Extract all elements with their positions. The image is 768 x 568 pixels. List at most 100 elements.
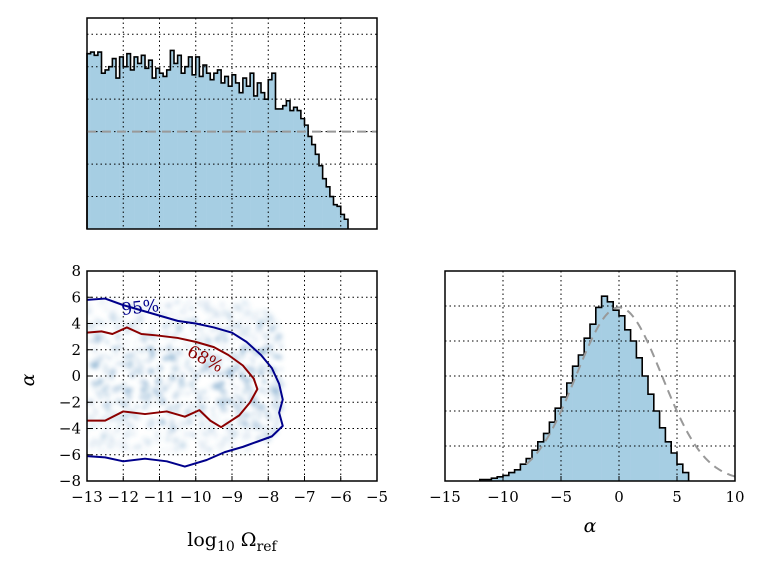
density-point [116, 324, 123, 330]
density-point [156, 391, 164, 399]
density-point [153, 396, 160, 403]
density-point [173, 437, 180, 444]
hist-omega-bar-63 [315, 154, 320, 229]
density-point [110, 377, 114, 381]
density-point [105, 407, 112, 414]
density-point [248, 412, 255, 419]
hist-omega-bar-16 [145, 68, 149, 229]
density-point [234, 403, 239, 408]
density-point [137, 315, 145, 323]
density-point [123, 354, 129, 360]
density-point [124, 421, 129, 427]
density-point [155, 371, 163, 379]
density-point [243, 447, 249, 454]
density-point [206, 447, 211, 453]
hist-alpha-bar-32 [665, 441, 672, 481]
density-point [217, 364, 222, 368]
hist-alpha-bar-24 [619, 315, 626, 481]
hist-alpha-bar-7 [520, 464, 527, 481]
density-point [179, 402, 184, 407]
density-point [216, 441, 225, 449]
hist-omega-bar-65 [322, 178, 327, 229]
density-xtick-label-2: −11 [144, 488, 176, 506]
density-point [158, 419, 165, 426]
density-point [222, 370, 227, 375]
density-point [151, 422, 157, 427]
hist-omega-bar-10 [123, 66, 128, 229]
density-point [229, 367, 235, 372]
density-point [99, 449, 104, 454]
density-point [241, 333, 245, 337]
density-point [97, 379, 104, 386]
density-point [138, 378, 146, 386]
density-point [187, 298, 194, 305]
density-point [149, 356, 154, 360]
hist-alpha-xtick-label-2: −5 [550, 488, 572, 506]
density-point [198, 438, 204, 444]
density-y-ticks: −8 −6 −4 −2 0 2 4 6 8 [59, 262, 92, 490]
density-point [218, 318, 223, 323]
density-point [177, 387, 182, 392]
density-point [104, 339, 110, 345]
density-point [130, 323, 136, 329]
density-point [149, 322, 157, 330]
density-point [213, 444, 218, 449]
density-point [239, 398, 246, 406]
density-point [117, 343, 124, 350]
density-point [190, 379, 194, 384]
density-point [108, 385, 112, 389]
density-ytick-label-2: −4 [59, 420, 81, 438]
density-point [212, 431, 220, 439]
density-point [251, 359, 256, 364]
density-point [196, 325, 204, 332]
hist-omega-panel [86, 17, 378, 230]
density-point [177, 327, 183, 333]
density-point [145, 302, 154, 310]
density-point [250, 316, 255, 322]
density-point [123, 430, 131, 439]
hist-omega-bar-19 [155, 68, 160, 229]
density-point [270, 382, 275, 387]
density-point [251, 417, 257, 424]
density-point [213, 412, 218, 417]
density-point [90, 422, 97, 430]
density-point [240, 345, 247, 351]
hist-omega-bar-43 [242, 78, 247, 229]
hist-omega-bar-29 [192, 74, 197, 229]
density-point [239, 300, 245, 306]
density-point [246, 377, 251, 382]
density-point [118, 399, 124, 405]
density-point [232, 433, 237, 439]
hist-omega-bar-33 [206, 73, 211, 229]
density-point [255, 324, 263, 332]
density-point [239, 315, 246, 322]
density-point [132, 424, 138, 430]
density-point [168, 372, 175, 379]
density-point [189, 367, 195, 373]
density-point [95, 361, 100, 366]
density-point [249, 333, 254, 339]
hist-omega-bar-54 [282, 105, 287, 229]
density-point [202, 298, 211, 307]
density-point [155, 432, 160, 437]
density-point [213, 354, 219, 360]
hist-omega-bar-56 [290, 110, 294, 229]
density-point [113, 362, 118, 368]
hist-alpha-bar-13 [555, 408, 562, 481]
density-point [106, 401, 111, 405]
density-point [129, 408, 134, 413]
density-point [171, 445, 178, 452]
density-point [98, 353, 102, 358]
density-point [144, 391, 152, 399]
hist-alpha-bar-20 [595, 307, 602, 481]
density-point [237, 369, 244, 376]
density-point [166, 447, 172, 453]
density-point [117, 444, 125, 452]
hist-alpha-x-ticks: −15 −10 −5 0 5 10 [429, 476, 745, 506]
density-point [204, 396, 209, 401]
density-point [261, 315, 268, 321]
density-point [277, 333, 284, 340]
hist-omega-bar-27 [184, 66, 189, 229]
hist-omega-bar-32 [203, 65, 207, 229]
